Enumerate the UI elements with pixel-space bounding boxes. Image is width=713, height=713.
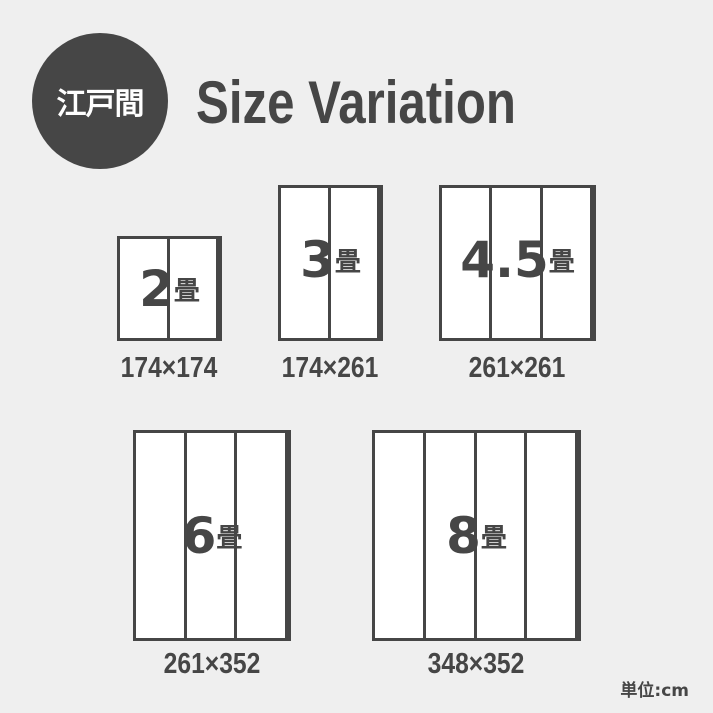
dimension-label: 348×352 xyxy=(427,648,525,680)
dimension-label: 261×352 xyxy=(163,648,261,680)
panel xyxy=(170,239,219,338)
mat-size-label: 8畳 xyxy=(375,507,578,565)
mat-8jo: 8畳 xyxy=(372,430,581,641)
tatami-unit: 畳 xyxy=(548,247,575,278)
mat-size-label: 4.5畳 xyxy=(442,231,593,289)
tatami-unit: 畳 xyxy=(480,523,507,553)
dimension-label: 174×174 xyxy=(120,352,218,384)
panel xyxy=(543,188,593,338)
mat-6jo: 6畳 xyxy=(133,430,291,641)
mat-2jo: 2畳 xyxy=(117,236,222,341)
edoma-badge: 江戸間 xyxy=(32,33,168,169)
panel xyxy=(331,188,380,338)
panel xyxy=(187,433,238,638)
mat-3jo: 3畳 xyxy=(278,185,383,341)
dimension-label: 261×261 xyxy=(468,352,566,384)
mat-size-number: 3 xyxy=(300,231,335,289)
mat-4-5jo: 4.5畳 xyxy=(439,185,596,341)
panel xyxy=(442,188,493,338)
tatami-unit: 畳 xyxy=(334,247,361,278)
dimension-label: 174×261 xyxy=(281,352,379,384)
mat-size-number: 2 xyxy=(139,259,174,318)
mat-size-label: 6畳 xyxy=(136,507,288,565)
panel xyxy=(426,433,477,638)
panel xyxy=(237,433,289,638)
mat-size-number: 4.5 xyxy=(460,231,549,289)
panel xyxy=(375,433,426,638)
panel xyxy=(492,188,543,338)
tatami-unit: 畳 xyxy=(173,276,200,306)
mat-size-label: 2畳 xyxy=(120,260,219,318)
panel xyxy=(281,188,331,338)
panel xyxy=(477,433,528,638)
mat-size-number: 8 xyxy=(446,506,481,565)
panel xyxy=(136,433,187,638)
panel xyxy=(527,433,578,638)
unit-label: 単位:cm xyxy=(620,681,689,701)
mat-size-label: 3畳 xyxy=(281,231,380,289)
tatami-unit: 畳 xyxy=(216,523,243,553)
mat-size-number: 6 xyxy=(181,506,217,565)
page-title: Size Variation xyxy=(196,69,516,136)
panel xyxy=(120,239,170,338)
